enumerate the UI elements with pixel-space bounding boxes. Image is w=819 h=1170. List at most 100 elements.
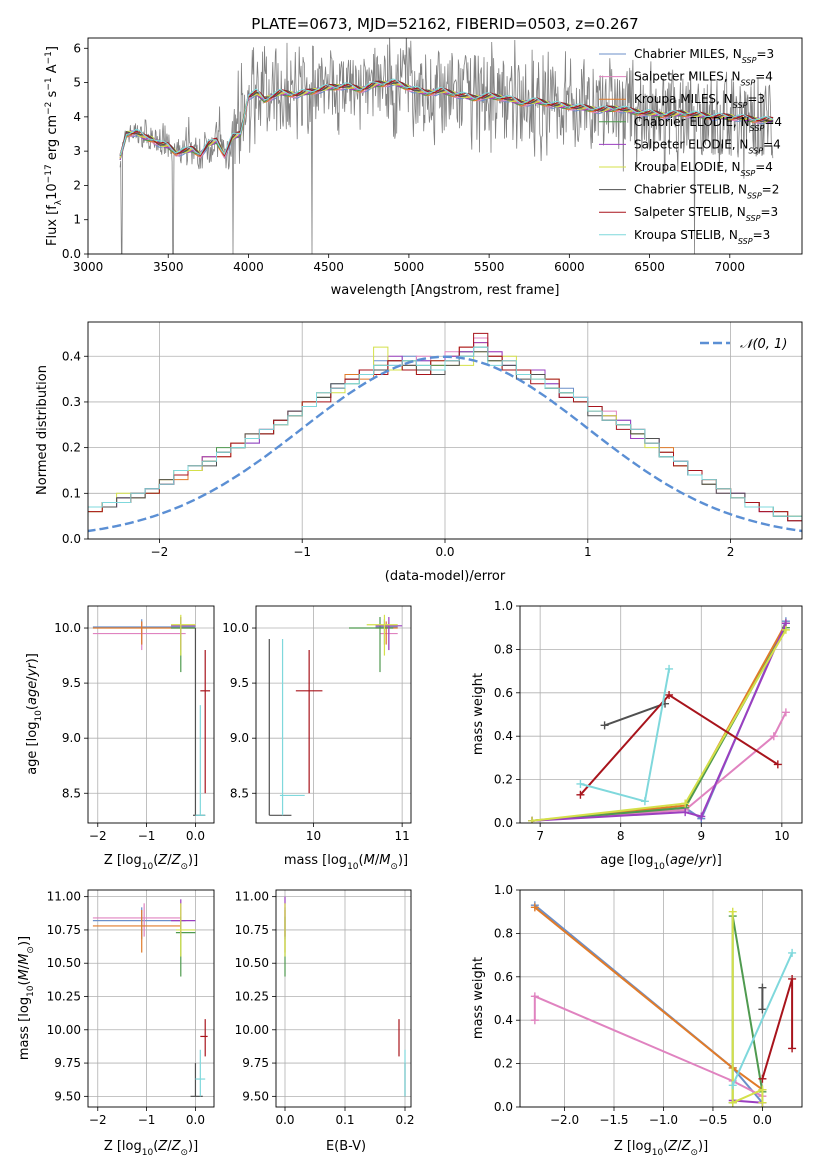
y-tick-label: 5	[73, 76, 81, 90]
y-axis-label-part: λ	[54, 199, 64, 205]
legend-subscript: SSP	[741, 169, 756, 178]
legend-text: Kroupa ELODIE, N	[634, 160, 741, 174]
x-axis-label: (data-model)/error	[385, 569, 506, 584]
y-tick-label: 10.75	[235, 923, 269, 937]
y-tick-label: 0.6	[494, 970, 513, 984]
y-axis-label-part: −1	[44, 51, 54, 64]
x-tick-label: −1	[293, 545, 311, 559]
y-axis-label: mass weight	[471, 957, 486, 1039]
legend-entry: Chabrier MILES, NSSP=3	[634, 47, 774, 65]
weight-line-kroupa-elodie	[731, 911, 764, 1105]
y-tick-label: 9.75	[54, 1056, 81, 1070]
y-axis-label: mass weight	[471, 673, 486, 755]
x-axis-label: Z [log10(Z/Z⊙)]	[614, 1139, 708, 1158]
y-tick-label: 1.0	[494, 599, 513, 613]
y-tick-label: 9.50	[54, 1089, 81, 1103]
y-tick-label: 0.4	[494, 729, 513, 743]
data-point	[758, 1085, 767, 1094]
x-tick-label: 7	[536, 829, 544, 843]
data-point	[758, 983, 767, 992]
x-tick-label: 7000	[715, 260, 746, 274]
y-tick-label: 10.00	[235, 1023, 269, 1037]
x-tick-label: −2	[89, 1113, 107, 1127]
y-tick-label: 0.4	[62, 349, 81, 363]
data-point	[773, 760, 782, 769]
axes-frame	[519, 605, 803, 824]
x-tick-label: 1	[584, 545, 592, 559]
legend-subscript: SSP	[738, 236, 753, 245]
y-tick-label: 8.5	[62, 786, 81, 800]
y-tick-label: 11.00	[235, 890, 269, 904]
legend-text: =4	[755, 70, 773, 84]
x-tick-label: −2	[151, 545, 169, 559]
legend-entry: Salpeter MILES, NSSP=4	[634, 70, 773, 88]
y-tick-label: 4	[73, 110, 81, 124]
y-tick-label: 0.0	[62, 247, 81, 261]
y-tick-label: 10.75	[47, 923, 81, 937]
y-tick-label: 0.2	[494, 773, 513, 787]
y-axis-label-part: )]	[25, 653, 40, 663]
x-tick-label: 11	[395, 829, 410, 843]
x-axis-label-part: M	[379, 853, 390, 868]
x-axis-label-part: )]	[698, 1139, 708, 1154]
data-point	[788, 948, 797, 957]
legend-text: =4	[764, 115, 782, 129]
x-axis-label-part: 10	[142, 862, 154, 872]
data-point	[665, 690, 674, 699]
y-tick-label: 0.1	[62, 486, 81, 500]
x-axis-label-part: age [log	[600, 853, 653, 868]
x-tick-label: 10	[306, 829, 321, 843]
plot-area	[88, 332, 802, 533]
x-tick-label: 0.0	[275, 1113, 294, 1127]
legend-text: Salpeter ELODIE, N	[634, 137, 748, 151]
y-axis-label-part: M	[17, 954, 32, 965]
y-axis-label: mass [log10(M/M⊙)]	[17, 936, 36, 1060]
x-axis-label-part: )]	[398, 853, 408, 868]
x-axis-label-part: mass [log	[284, 853, 347, 868]
x-tick-label: 2	[727, 545, 735, 559]
legend-text: =3	[753, 228, 771, 242]
y-tick-label: 9.5	[230, 676, 249, 690]
legend-entry: Chabrier ELODIE, NSSP=4	[634, 115, 782, 133]
y-tick-label: 0.4	[494, 1013, 513, 1027]
y-tick-label: 0.8	[494, 926, 513, 940]
x-tick-label: 0.0	[186, 829, 205, 843]
legend-text: Chabrier ELODIE, N	[634, 115, 750, 129]
x-axis-label-part: Z	[171, 1139, 182, 1154]
figure-title: PLATE=0673, MJD=52162, FIBERID=0503, z=0…	[251, 15, 638, 33]
plots-layer: 3000 3500 4000 4500 5000 5500 6000 6500 7000 0.0 1…	[17, 37, 803, 1158]
y-tick-label: 11.00	[47, 890, 81, 904]
x-axis-label-part: Z [log	[614, 1139, 652, 1154]
y-axis-label-part: M	[17, 969, 32, 980]
data-point	[576, 790, 585, 799]
x-axis-label-part: age	[670, 853, 694, 868]
data-point	[528, 816, 537, 823]
y-tick-label: 9.0	[62, 731, 81, 745]
data-point	[758, 1098, 767, 1107]
legend-text: =3	[747, 92, 765, 106]
x-axis-label-part: 10	[653, 862, 665, 872]
y-axis-label-part: age	[25, 681, 40, 705]
x-tick-label: 9	[697, 829, 705, 843]
legend-subscript: SSP	[733, 101, 748, 110]
x-tick-label: −0.5	[698, 1113, 727, 1127]
x-axis-label-part: /	[677, 1139, 682, 1154]
panel-mass-vs-EBV: 0.0 0.1 0.2 9.50 9.75 10.00 10.25 10.50 10.75 11.…	[235, 889, 415, 1154]
legend-entry: 𝒩(0, 1)	[740, 337, 787, 352]
x-axis-label-part: (	[153, 853, 158, 868]
legend-text: =4	[763, 137, 781, 151]
x-axis-label-part: 10	[652, 1148, 664, 1158]
data-point	[781, 625, 790, 634]
plot-area	[92, 899, 208, 1097]
plot-area	[268, 614, 403, 816]
plot-area	[284, 896, 406, 1097]
axes-frame	[87, 605, 215, 824]
legend-subscript: SSP	[748, 146, 763, 155]
data-point	[681, 799, 690, 808]
x-tick-label: 0.1	[335, 1113, 354, 1127]
x-axis-label-part: /	[694, 853, 699, 868]
legend-entry: Salpeter STELIB, NSSP=3	[634, 205, 778, 223]
x-axis-label-part: ⊙	[390, 862, 398, 872]
plot-area	[530, 901, 797, 1107]
